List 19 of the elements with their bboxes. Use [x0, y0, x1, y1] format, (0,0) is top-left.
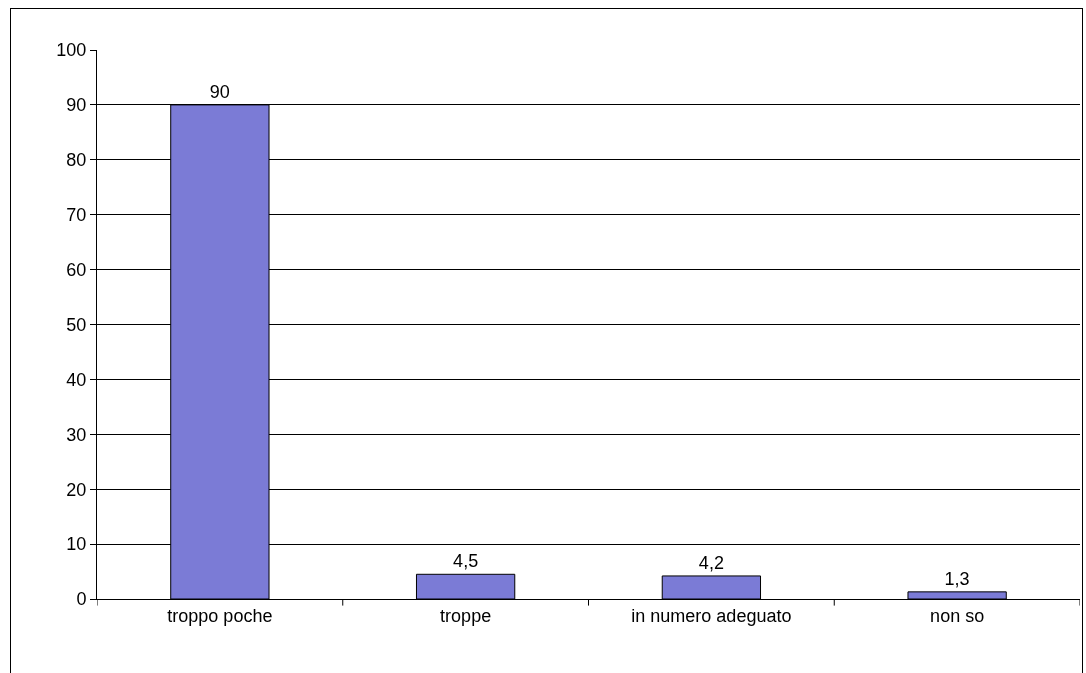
y-tick-label: 100	[56, 40, 87, 61]
data-label: 4,5	[453, 551, 479, 572]
y-tick-label: 20	[66, 479, 87, 500]
data-label: 1,3	[944, 568, 970, 589]
y-tick-label: 90	[66, 95, 87, 116]
data-label: 4,2	[698, 552, 724, 573]
y-tick-label: 10	[66, 534, 87, 555]
y-tick-label: 70	[66, 205, 87, 225]
x-tick-label: non so	[930, 605, 985, 626]
y-tick-label: 60	[66, 259, 87, 280]
data-label: 90	[209, 81, 230, 102]
x-tick-label: in numero adeguato	[631, 605, 792, 626]
x-tick-label: troppo poche	[167, 605, 273, 626]
y-tick-label: 30	[66, 424, 87, 445]
y-tick-label: 50	[66, 314, 87, 335]
x-tick-label: troppe	[440, 605, 492, 626]
y-tick-label: 0	[76, 589, 87, 610]
y-tick-label: 80	[66, 150, 87, 171]
y-tick-label: 40	[66, 369, 87, 390]
